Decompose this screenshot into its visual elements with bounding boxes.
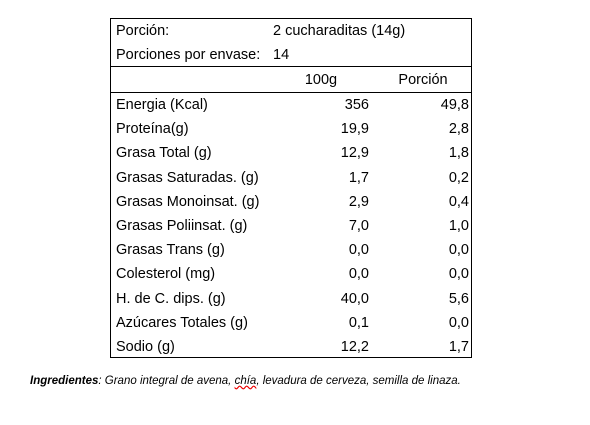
column-header: 100g xyxy=(304,72,338,88)
ingredients: Ingredientes: Grano integral de avena, c… xyxy=(30,375,461,387)
value-portion: 5,6 xyxy=(448,290,469,307)
serving-value: 2 cucharaditas (14g) xyxy=(273,23,406,39)
value-100g: 1,7 xyxy=(348,169,369,186)
value-100g: 0,1 xyxy=(348,314,369,331)
rule xyxy=(111,66,471,67)
value-100g: 2,9 xyxy=(348,193,369,210)
value-portion: 0,0 xyxy=(448,266,469,283)
servings-value: 14 xyxy=(273,47,290,63)
value-100g: 0,0 xyxy=(348,266,369,283)
value-portion: 1,8 xyxy=(448,145,469,162)
nutrient-label: Grasas Poliinsat. (g) xyxy=(116,218,248,234)
value-portion: 1,7 xyxy=(448,339,469,355)
rule xyxy=(111,92,471,93)
nutrient-label: H. de C. dips. (g) xyxy=(116,290,226,307)
value-100g: 0,0 xyxy=(348,242,369,259)
value-portion: 0,2 xyxy=(448,169,469,186)
value-100g: 12,9 xyxy=(340,145,369,162)
ingredients-text: : Grano integral de avena, xyxy=(98,375,235,387)
nutrient-label: Grasa Total (g) xyxy=(116,145,212,162)
nutrition-table: Porción: 2 cucharaditas (14g) Porciones po… xyxy=(110,18,472,358)
nutrient-label: Grasas Saturadas. (g) xyxy=(116,169,259,186)
nutrient-label: Colesterol (mg) xyxy=(116,266,216,283)
value-portion: 49,8 xyxy=(440,97,469,113)
ingredients-label: Ingredientes xyxy=(30,375,99,387)
column-header: Porción xyxy=(398,72,448,88)
value-portion: 0,4 xyxy=(448,193,469,210)
nutrient-label: Energia (Kcal) xyxy=(116,97,208,113)
value-100g: 7,0 xyxy=(348,218,369,234)
value-100g: 356 xyxy=(344,97,369,113)
nutrient-label: Grasas Trans (g) xyxy=(116,242,225,259)
servings-label: Porciones por envase: xyxy=(116,47,261,63)
value-100g: 12,2 xyxy=(340,339,369,355)
value-portion: 1,0 xyxy=(448,218,469,234)
ingredients-text: chía xyxy=(234,375,257,387)
value-100g: 40,0 xyxy=(340,290,369,307)
value-100g: 19,9 xyxy=(340,121,369,138)
value-portion: 0,0 xyxy=(448,314,469,331)
nutrient-label: Grasas Monoinsat. (g) xyxy=(116,193,260,210)
ingredients-text: , levadura de cerveza, semilla de linaza… xyxy=(256,375,461,387)
serving-label: Porción: xyxy=(116,23,170,39)
value-portion: 0,0 xyxy=(448,242,469,259)
nutrient-label: Azúcares Totales (g) xyxy=(116,314,248,331)
value-portion: 2,8 xyxy=(448,121,469,138)
nutrient-label: Proteína(g) xyxy=(116,121,189,138)
nutrient-label: Sodio (g) xyxy=(116,339,175,355)
